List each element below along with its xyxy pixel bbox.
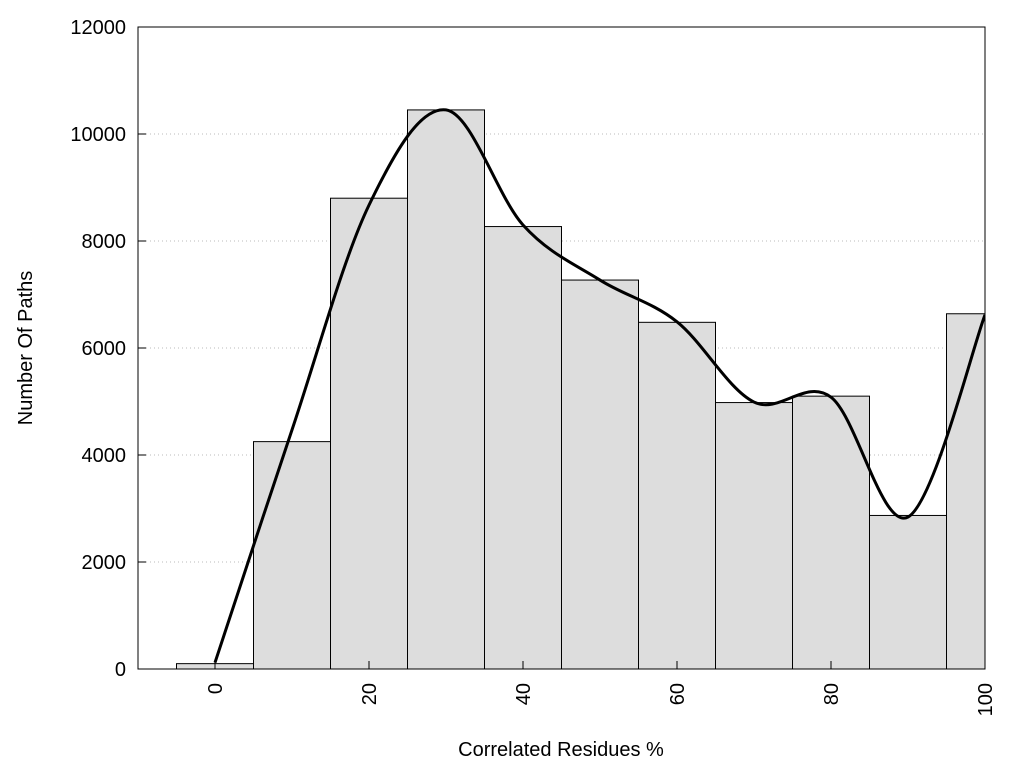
y-tick-label: 12000 bbox=[70, 17, 126, 39]
x-tick-label: 0 bbox=[205, 683, 227, 694]
y-tick-label: 6000 bbox=[82, 338, 127, 360]
x-axis-label: Correlated Residues % bbox=[458, 739, 664, 761]
smooth-curve bbox=[213, 108, 985, 664]
y-tick-label: 10000 bbox=[70, 124, 126, 146]
x-tick-label: 40 bbox=[513, 683, 535, 705]
bar bbox=[561, 279, 639, 669]
bar bbox=[715, 402, 793, 669]
bar bbox=[869, 514, 947, 669]
curve-layer bbox=[213, 108, 985, 664]
y-axis-label: Number Of Paths bbox=[15, 271, 37, 426]
bar bbox=[253, 441, 331, 669]
bar bbox=[330, 197, 408, 669]
x-tick-label: 100 bbox=[975, 683, 997, 716]
y-tick-label: 2000 bbox=[82, 552, 127, 574]
x-tick-label: 60 bbox=[667, 683, 689, 705]
bar bbox=[407, 109, 485, 669]
y-tick-label: 8000 bbox=[82, 231, 127, 253]
x-tick-label: 80 bbox=[821, 683, 843, 705]
x-tick-label: 20 bbox=[359, 683, 381, 705]
y-tick-label: 4000 bbox=[82, 445, 127, 467]
bar bbox=[792, 395, 870, 669]
y-tick-label: 0 bbox=[115, 659, 126, 681]
bar bbox=[638, 321, 716, 669]
bar bbox=[484, 226, 562, 669]
axes: 0 2000 4000 6000 8000 10000 12000 0 20 40 60 80 100 bbox=[70, 17, 997, 716]
